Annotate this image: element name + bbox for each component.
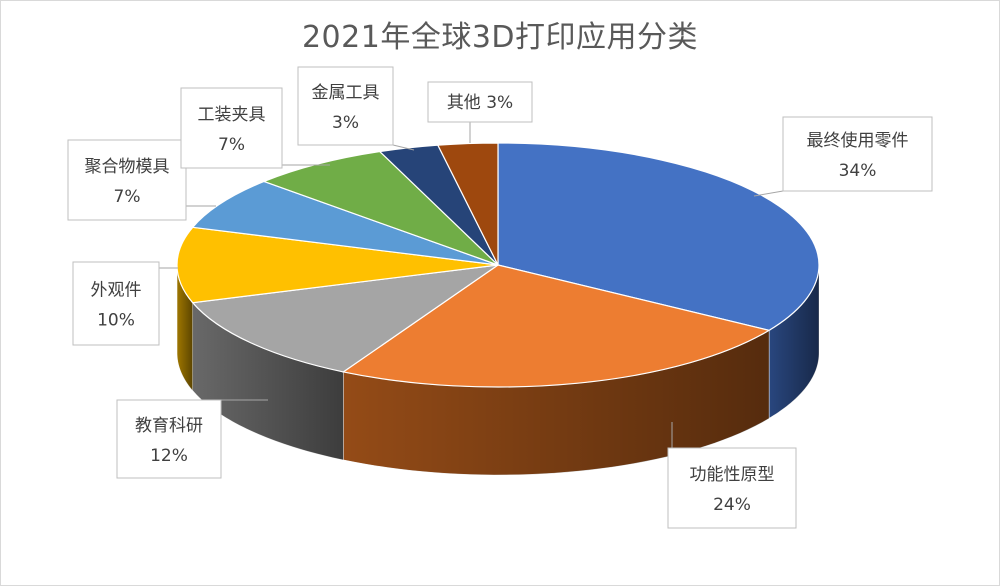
- pie-slice-2: [191, 264, 499, 373]
- data-label-category-1: 功能性原型: [690, 465, 775, 485]
- pie-slice-3: [176, 226, 499, 304]
- data-label-7: 其他 3%: [447, 93, 513, 113]
- leader-line-0: [753, 190, 784, 197]
- data-label-category-5: 工装夹具: [198, 105, 266, 125]
- pie-side-shade-0: [769, 265, 819, 419]
- data-label-category-3: 外观件: [91, 281, 142, 301]
- data-label-box-0: [782, 116, 933, 192]
- data-label-box-7: [427, 81, 533, 123]
- data-label-category-0: 最终使用零件: [807, 130, 909, 151]
- pie-slice-0: [497, 142, 820, 332]
- data-label-value-2: 12%: [150, 446, 188, 466]
- data-label-value-0: 34%: [839, 161, 877, 181]
- data-label-box-6: [297, 66, 394, 146]
- data-label-box-4: [67, 139, 187, 221]
- data-label-category-2: 教育科研: [135, 416, 203, 436]
- data-label-box-5: [180, 87, 283, 169]
- data-label-value-1: 24%: [713, 495, 751, 515]
- pie-slice-4: [191, 180, 499, 266]
- data-label-box-3: [72, 261, 160, 346]
- pie-slice-7: [436, 142, 499, 266]
- data-label-category-6: 金属工具: [312, 83, 380, 103]
- pie-side-shade-2: [192, 302, 344, 460]
- pie-side-shade-3: [177, 265, 193, 391]
- data-label-value-3: 10%: [97, 311, 135, 331]
- data-label-value-5: 7%: [218, 135, 245, 155]
- data-label-value-4: 7%: [114, 187, 141, 207]
- data-label-box-2: [116, 399, 222, 479]
- data-label-value-6: 3%: [332, 113, 359, 133]
- leader-line-6: [392, 144, 415, 151]
- chart-title: 2021年全球3D打印应用分类: [301, 20, 699, 55]
- data-label-category-4: 聚合物模具: [85, 157, 170, 177]
- data-label-box-1: [667, 447, 797, 529]
- pie-slice-5: [262, 150, 499, 266]
- pie-side-shade-1: [343, 330, 770, 475]
- pie-slice-1: [341, 264, 771, 388]
